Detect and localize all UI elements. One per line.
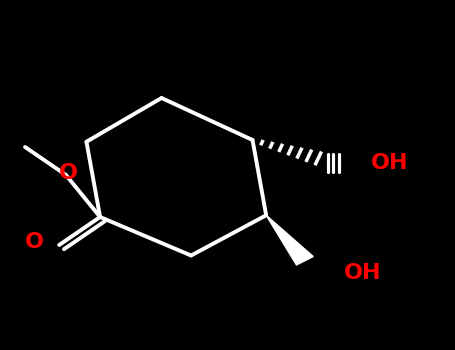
Polygon shape [266, 215, 313, 265]
Text: OH: OH [344, 263, 381, 283]
Text: O: O [25, 231, 44, 252]
Text: OH: OH [371, 153, 408, 173]
Text: O: O [59, 163, 78, 183]
